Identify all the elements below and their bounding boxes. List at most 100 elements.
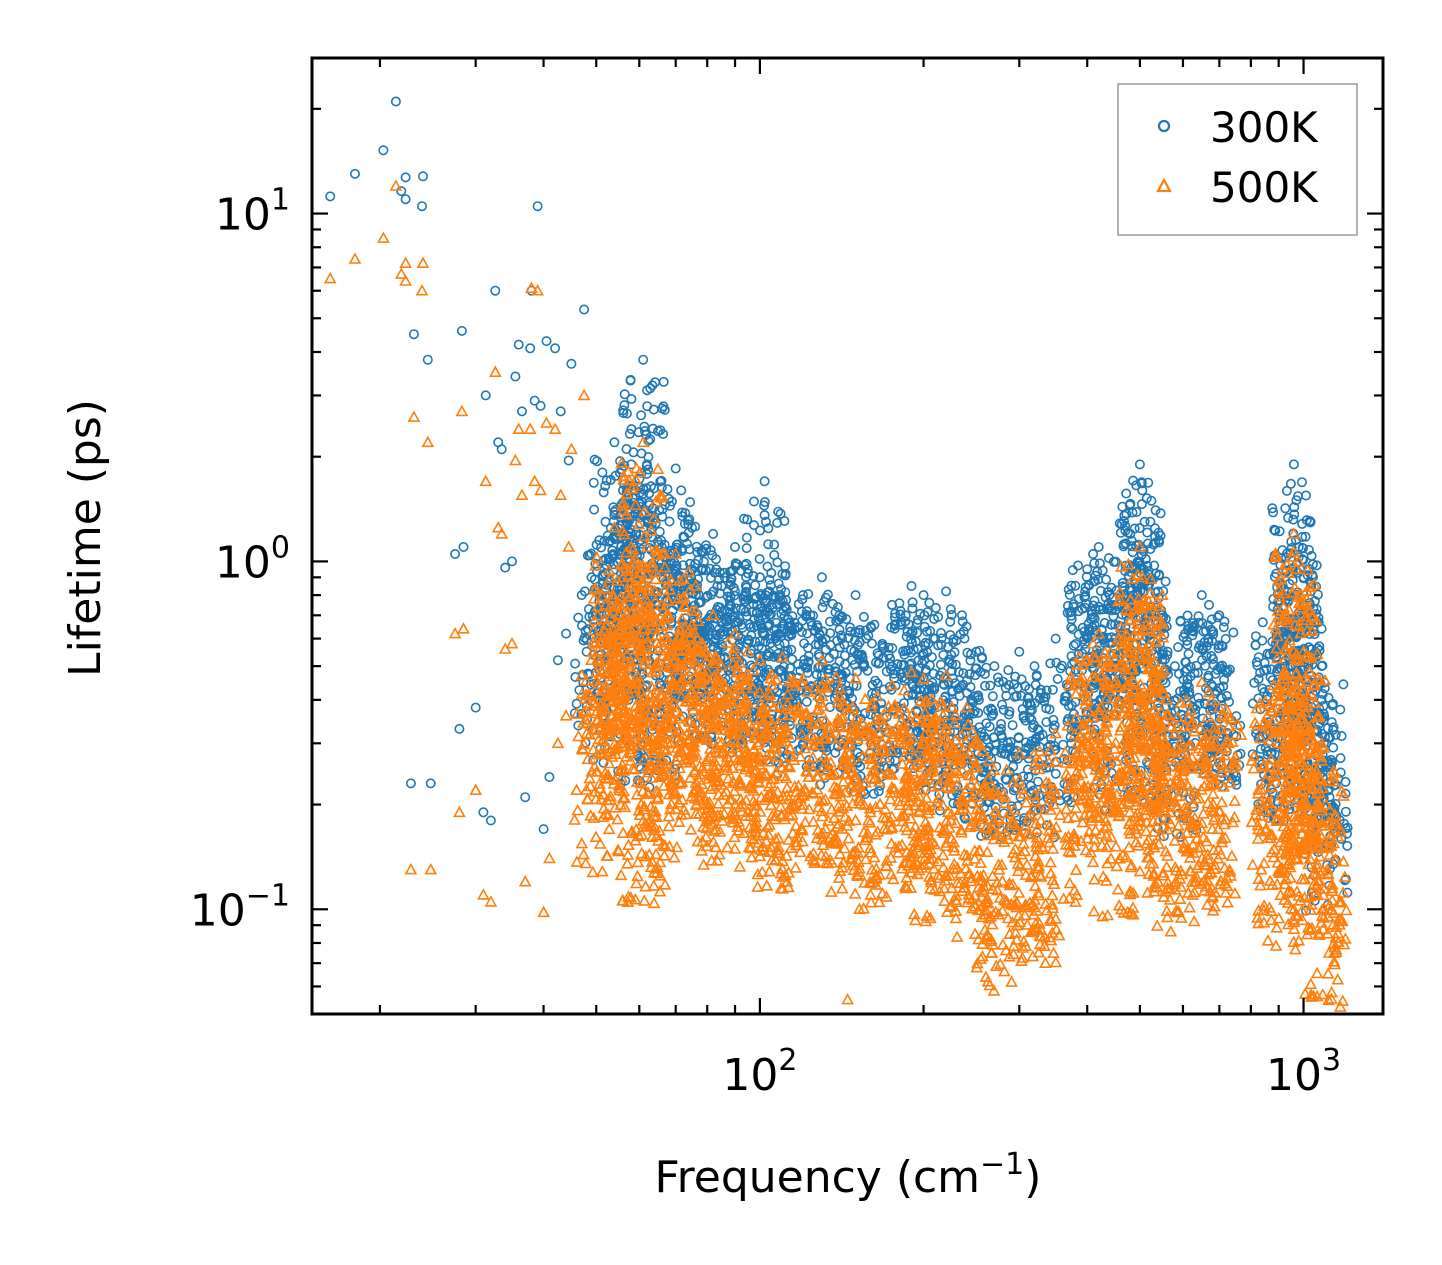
point-300k <box>1257 635 1268 646</box>
point-500k <box>699 830 713 842</box>
point-300k <box>1183 648 1194 659</box>
point-300k <box>1142 538 1153 549</box>
point-300k <box>1221 690 1232 701</box>
point-300k <box>1136 478 1147 489</box>
point-300k <box>579 586 590 597</box>
point-500k <box>682 732 695 744</box>
point-500k <box>646 665 659 678</box>
point-500k <box>661 593 675 606</box>
point-500k <box>620 587 634 599</box>
point-300k <box>1073 648 1084 659</box>
point-300k <box>1119 510 1130 521</box>
point-300k <box>1158 586 1169 597</box>
point-500k <box>615 456 628 468</box>
point-300k <box>1290 535 1301 546</box>
point-300k <box>1080 582 1091 593</box>
point-300k <box>803 656 814 667</box>
point-500k <box>672 644 686 656</box>
point-500k <box>655 728 669 740</box>
point-300k <box>592 456 603 467</box>
point-500k <box>664 573 678 586</box>
point-300k <box>417 171 428 182</box>
point-500k <box>635 828 649 840</box>
point-500k <box>505 637 519 649</box>
point-500k <box>1086 637 1100 649</box>
point-300k <box>1270 525 1281 536</box>
point-500k <box>629 834 642 846</box>
point-500k <box>620 648 634 660</box>
point-300k <box>422 354 433 365</box>
point-300k <box>820 633 831 644</box>
point-300k <box>584 669 595 680</box>
point-300k <box>1039 696 1050 707</box>
point-300k <box>666 558 677 569</box>
point-300k <box>837 611 848 622</box>
point-300k <box>1068 599 1079 610</box>
point-300k <box>506 556 517 567</box>
point-300k <box>979 680 990 691</box>
point-300k <box>760 596 771 607</box>
point-500k <box>686 746 700 759</box>
point-500k <box>645 556 659 568</box>
point-500k <box>624 575 638 587</box>
point-300k <box>1094 558 1105 569</box>
point-500k <box>523 422 537 434</box>
point-500k <box>594 664 608 677</box>
point-300k <box>998 704 1009 715</box>
point-300k <box>1106 619 1117 630</box>
point-300k <box>586 548 597 559</box>
point-500k <box>694 676 707 689</box>
point-300k <box>1131 480 1142 491</box>
point-300k <box>762 561 773 572</box>
point-300k <box>801 696 812 707</box>
point-300k <box>947 673 958 684</box>
point-300k <box>918 590 929 601</box>
point-300k <box>741 532 752 543</box>
point-300k <box>1127 507 1138 518</box>
point-300k <box>1155 508 1166 519</box>
point-500k <box>580 783 593 795</box>
point-300k <box>787 611 798 622</box>
point-500k <box>671 656 685 668</box>
point-300k <box>664 500 675 511</box>
point-500k <box>655 722 668 734</box>
point-300k <box>906 634 917 645</box>
point-300k <box>1267 503 1278 514</box>
point-300k <box>759 500 770 511</box>
point-300k <box>658 401 669 412</box>
point-300k <box>753 652 764 663</box>
point-500k <box>632 517 646 530</box>
point-300k <box>1212 664 1223 675</box>
point-300k <box>757 623 768 634</box>
point-300k <box>849 635 860 646</box>
point-500k <box>663 802 677 815</box>
point-500k <box>675 663 689 675</box>
point-500k <box>649 594 662 607</box>
point-500k <box>637 799 651 812</box>
point-300k <box>598 487 609 498</box>
point-500k <box>469 783 483 795</box>
point-300k <box>756 643 767 654</box>
point-300k <box>579 304 590 315</box>
point-300k <box>964 669 975 680</box>
point-500k <box>572 729 585 742</box>
point-500k <box>591 644 605 656</box>
point-300k <box>752 599 763 610</box>
point-500k <box>618 791 631 804</box>
point-300k <box>1314 708 1325 719</box>
point-300k <box>779 601 790 612</box>
point-500k <box>609 679 622 691</box>
point-500k <box>841 992 854 1005</box>
point-300k <box>1208 629 1219 640</box>
point-300k <box>877 640 888 651</box>
point-500k <box>645 703 659 715</box>
point-300k <box>628 447 639 458</box>
point-300k <box>858 611 869 622</box>
point-500k <box>624 754 638 766</box>
point-500k <box>1133 540 1147 552</box>
point-500k <box>651 544 665 556</box>
point-500k <box>551 736 565 749</box>
point-500k <box>616 894 629 906</box>
point-300k <box>400 172 411 183</box>
point-300k <box>1007 720 1018 731</box>
